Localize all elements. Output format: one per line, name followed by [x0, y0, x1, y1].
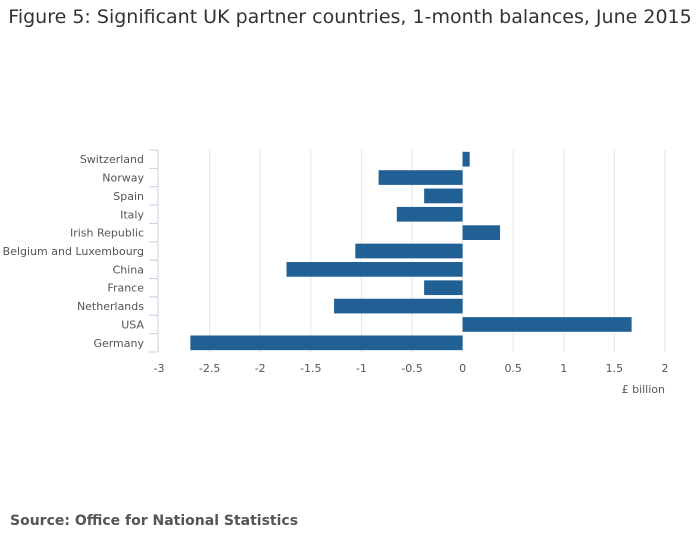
x-tick-label: -2.5	[199, 362, 220, 375]
x-tick-label: -0.5	[401, 362, 422, 375]
x-tick-label: 1.5	[606, 362, 624, 375]
x-tick-label: -2	[255, 362, 266, 375]
category-label: Spain	[113, 190, 144, 203]
x-tick-label: -1	[356, 362, 367, 375]
bar-switzerland[interactable]	[462, 151, 470, 167]
category-label: Belgium and Luxembourg	[3, 245, 144, 258]
x-tick-label: -3	[154, 362, 165, 375]
x-axis-ticks: -3 -2.5 -2 -1.5 -1 -0.5 0 0.5 1 1.5 2	[154, 362, 669, 375]
category-label: China	[113, 263, 144, 276]
bar-belgium-and-luxembourg[interactable]	[355, 243, 463, 259]
x-tick-label: -1.5	[300, 362, 321, 375]
x-tick-label: 2	[662, 362, 669, 375]
category-label: USA	[121, 318, 144, 331]
bar-netherlands[interactable]	[334, 298, 463, 314]
category-label: France	[107, 282, 144, 295]
chart-title: Figure 5: Significant UK partner countri…	[8, 6, 692, 28]
bar-germany[interactable]	[190, 335, 463, 351]
bar-france[interactable]	[424, 280, 463, 296]
x-tick-label: 0	[459, 362, 466, 375]
category-label: Netherlands	[77, 300, 144, 313]
category-label: Irish Republic	[70, 227, 144, 240]
x-tick-label: 1	[560, 362, 567, 375]
bars	[190, 151, 632, 351]
bar-china[interactable]	[286, 262, 463, 277]
category-label: Switzerland	[80, 153, 144, 166]
bar-italy[interactable]	[396, 206, 463, 222]
x-axis-title: £ billion	[622, 383, 665, 396]
x-tick-label: 0.5	[504, 362, 522, 375]
source-note: Source: Office for National Statistics	[10, 513, 299, 529]
category-label: Germany	[93, 337, 144, 350]
y-axis: Switzerland Norway Spain Italy Irish Republi…	[3, 149, 159, 353]
bar-usa[interactable]	[462, 317, 632, 332]
bar-spain[interactable]	[424, 188, 463, 204]
bar-irish-republic[interactable]	[462, 225, 501, 240]
bar-norway[interactable]	[378, 170, 463, 185]
category-label: Norway	[102, 172, 144, 185]
category-label: Italy	[120, 208, 144, 221]
